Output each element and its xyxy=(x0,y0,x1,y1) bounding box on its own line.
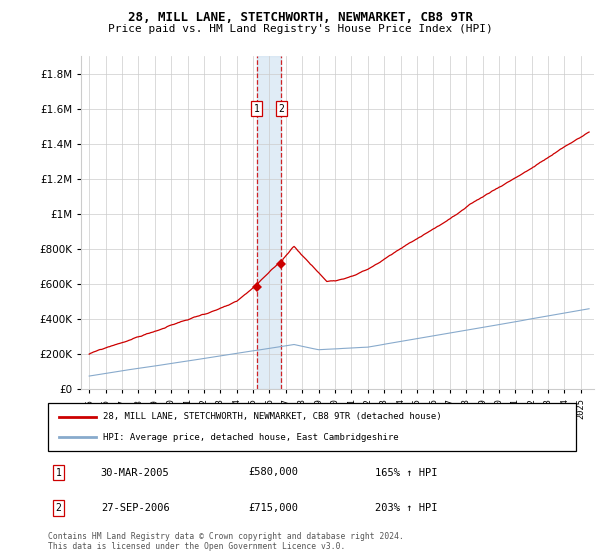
Text: £715,000: £715,000 xyxy=(248,503,299,513)
Text: 28, MILL LANE, STETCHWORTH, NEWMARKET, CB8 9TR: 28, MILL LANE, STETCHWORTH, NEWMARKET, C… xyxy=(128,11,473,24)
Text: Price paid vs. HM Land Registry's House Price Index (HPI): Price paid vs. HM Land Registry's House … xyxy=(107,24,493,34)
Text: 203% ↑ HPI: 203% ↑ HPI xyxy=(376,503,438,513)
Text: £580,000: £580,000 xyxy=(248,468,299,478)
Text: Contains HM Land Registry data © Crown copyright and database right 2024.
This d: Contains HM Land Registry data © Crown c… xyxy=(48,532,404,552)
Text: 1: 1 xyxy=(56,468,61,478)
Text: 2: 2 xyxy=(56,503,61,513)
Text: 28, MILL LANE, STETCHWORTH, NEWMARKET, CB8 9TR (detached house): 28, MILL LANE, STETCHWORTH, NEWMARKET, C… xyxy=(103,412,442,421)
Text: 2: 2 xyxy=(278,104,284,114)
Text: HPI: Average price, detached house, East Cambridgeshire: HPI: Average price, detached house, East… xyxy=(103,433,399,442)
FancyBboxPatch shape xyxy=(48,403,576,451)
Text: 30-MAR-2005: 30-MAR-2005 xyxy=(101,468,170,478)
Text: 165% ↑ HPI: 165% ↑ HPI xyxy=(376,468,438,478)
Text: 27-SEP-2006: 27-SEP-2006 xyxy=(101,503,170,513)
Text: 1: 1 xyxy=(254,104,260,114)
Bar xyxy=(257,56,281,389)
